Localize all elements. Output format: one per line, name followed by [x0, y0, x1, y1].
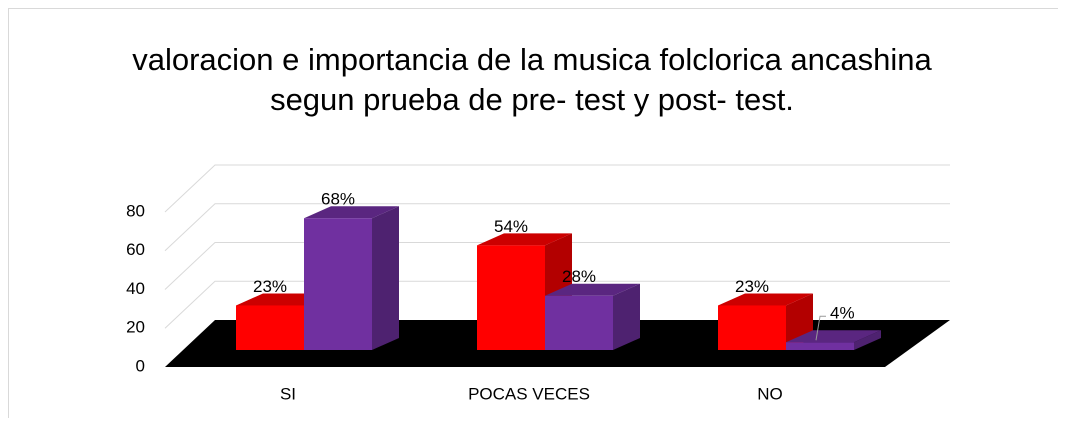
x-tick-label: NO: [757, 384, 783, 403]
bar-side: [613, 283, 640, 350]
bar: [718, 305, 786, 350]
bar-top: [718, 293, 813, 306]
bar-top: [477, 233, 572, 246]
chart-frame: [8, 8, 1058, 418]
data-label: 4%: [830, 304, 855, 323]
bar: [304, 218, 372, 350]
data-label: 54%: [494, 217, 528, 236]
grid-line: [164, 242, 950, 290]
bar: [545, 295, 613, 350]
bar-top: [304, 206, 399, 219]
bar-side: [372, 206, 399, 350]
y-tick-label: 40: [126, 279, 145, 298]
label-leader: [815, 315, 826, 341]
bar: [236, 305, 304, 350]
chart-title: valoracion e importancia de la musica fo…: [132, 42, 932, 117]
bar: [786, 342, 854, 350]
bar-top: [545, 283, 640, 296]
data-label: 68%: [321, 190, 355, 209]
x-tick-label: SI: [280, 384, 296, 403]
grid-line: [164, 164, 950, 213]
data-label: 28%: [562, 267, 596, 286]
y-tick-label: 80: [126, 201, 145, 220]
y-tick-label: 0: [136, 356, 145, 375]
bar: [477, 245, 545, 350]
grid-line: [164, 203, 950, 252]
grid-line: [164, 280, 950, 329]
bar-top: [786, 330, 881, 343]
x-tick-label: POCAS VECES: [468, 384, 590, 403]
y-tick-label: 20: [126, 318, 145, 337]
data-label: 23%: [253, 277, 287, 296]
y-tick-label: 60: [126, 240, 145, 259]
data-label: 23%: [735, 277, 769, 296]
bar-side: [854, 330, 881, 350]
